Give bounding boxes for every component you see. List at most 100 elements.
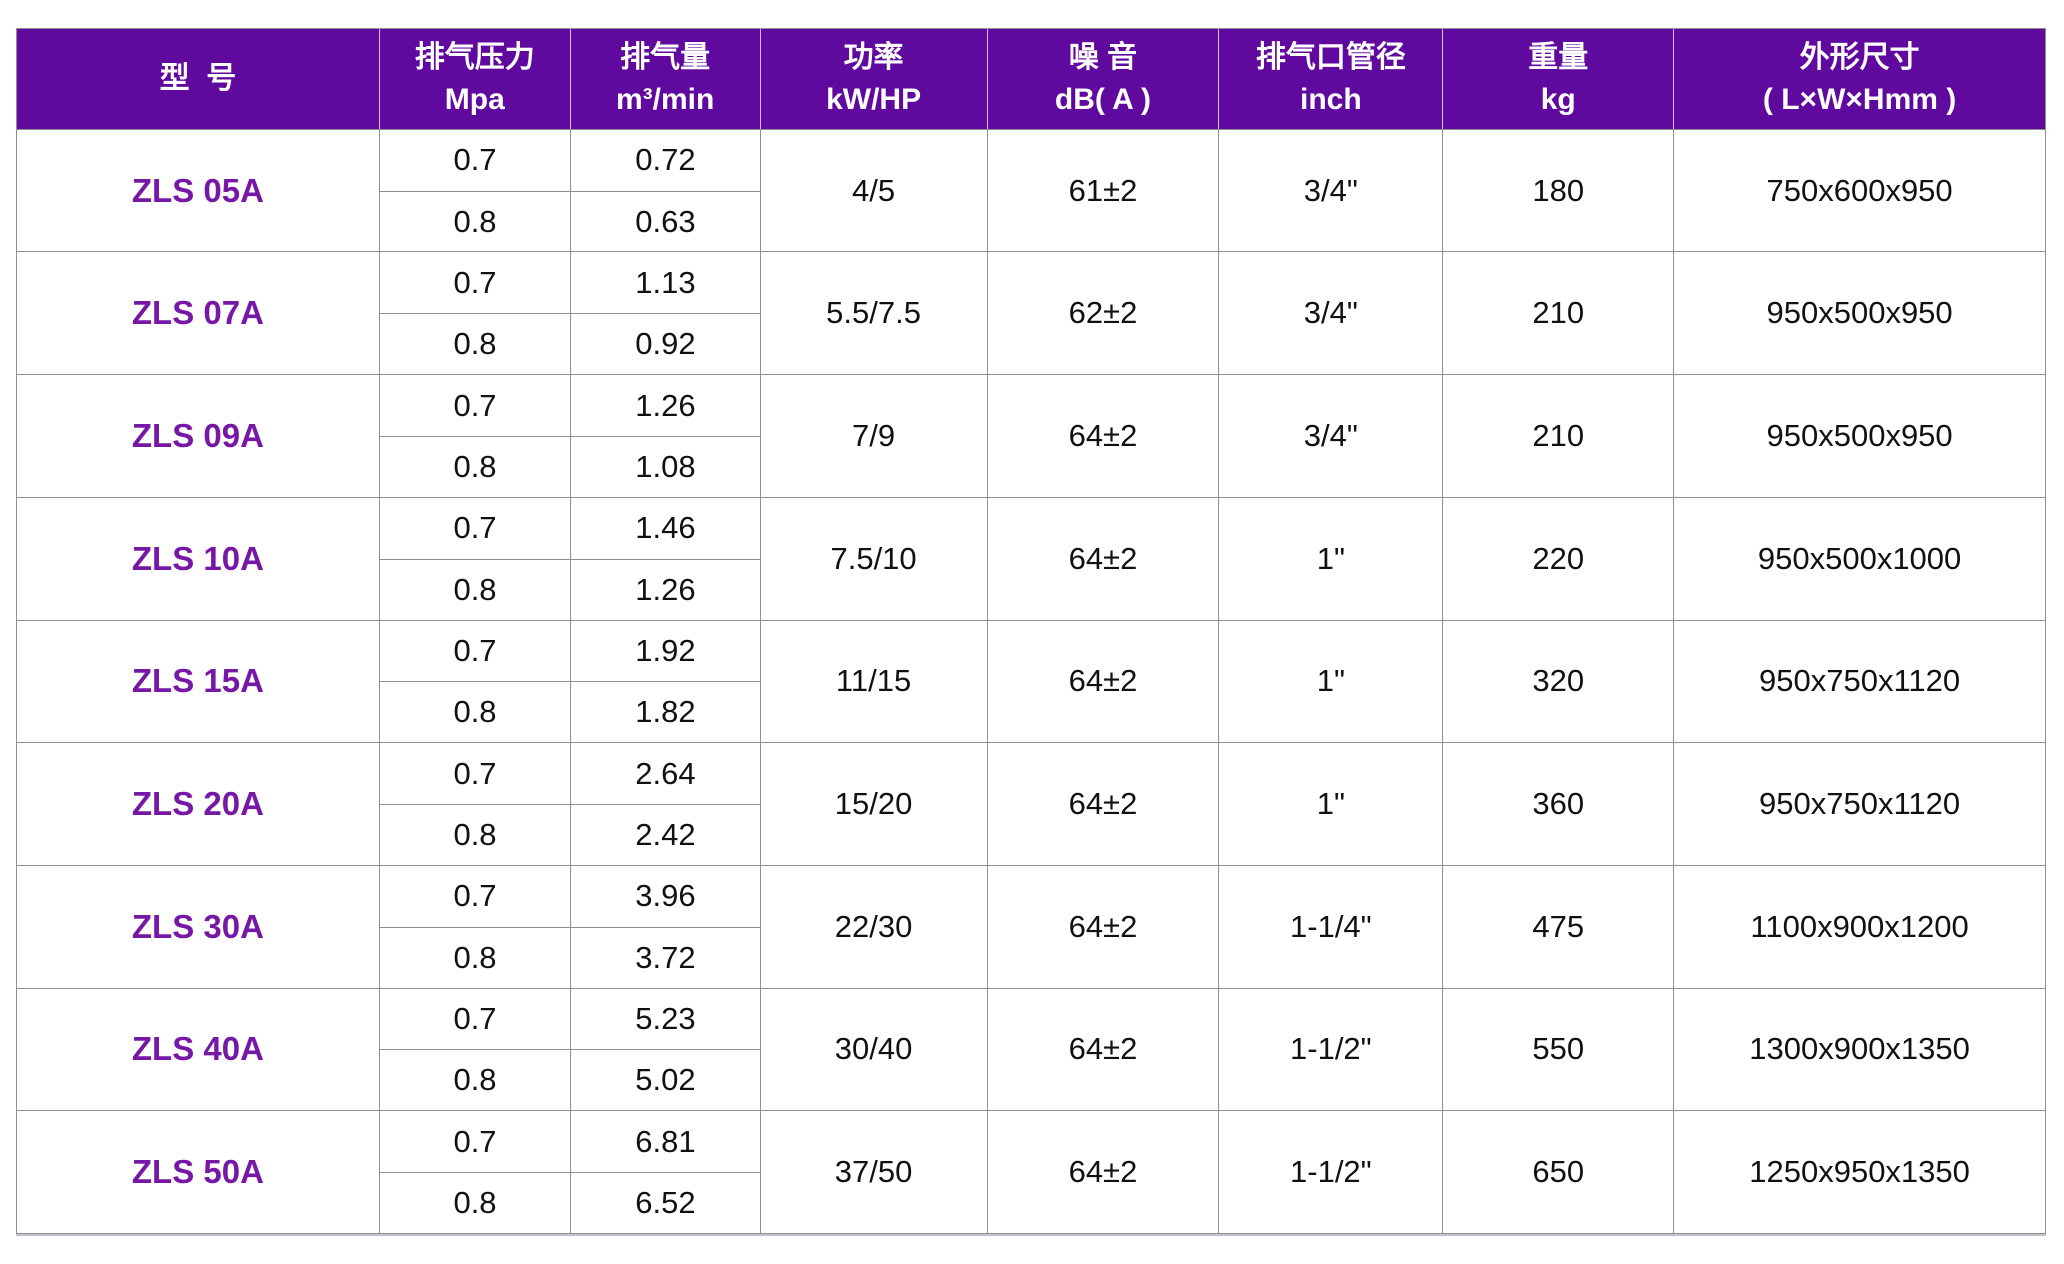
pressure-volume-subgrid: 0.7 0.72 0.8 0.63 bbox=[378, 129, 760, 252]
power-value: 15/20 bbox=[759, 743, 987, 865]
weight-value: 650 bbox=[1442, 1111, 1673, 1233]
model-label: ZLS 20A bbox=[131, 785, 264, 823]
table-header: 型 号 排气压力 Mpa 排气量 m³/min 功率 kW/HP 噪 音 dB( A )… bbox=[17, 29, 2045, 129]
pressure-value: 0.8 bbox=[379, 926, 571, 988]
volume-value: 6.52 bbox=[570, 1172, 760, 1233]
pipe-value: 1" bbox=[1218, 620, 1442, 743]
noise-value: 61±2 bbox=[986, 129, 1219, 252]
volume-value: 6.81 bbox=[570, 1111, 759, 1173]
volume-value: 2.42 bbox=[570, 804, 760, 865]
table-row: ZLS 50A 0.7 6.81 0.8 6.52 37/50 64±2 1-1… bbox=[17, 1110, 2045, 1233]
dims-value: 750x600x950 bbox=[1673, 129, 2045, 252]
pipe-value: 3/4" bbox=[1218, 375, 1442, 497]
header-label: 噪 音 bbox=[1068, 40, 1138, 74]
header-cell-dims: 外形尺寸 ( L×W×Hmm ) bbox=[1673, 29, 2045, 129]
volume-value: 0.72 bbox=[570, 129, 759, 191]
power-value: 7/9 bbox=[759, 375, 987, 497]
header-unit: ( L×W×Hmm ) bbox=[1762, 82, 1957, 116]
volume-value: 5.23 bbox=[570, 988, 759, 1050]
header-label: 外形尺寸 bbox=[1799, 40, 1920, 74]
model-label: ZLS 50A bbox=[131, 1153, 264, 1191]
spec-table: 型 号 排气压力 Mpa 排气量 m³/min 功率 kW/HP 噪 音 dB( A )… bbox=[16, 28, 2046, 1234]
noise-value: 64±2 bbox=[986, 620, 1219, 743]
volume-value: 5.02 bbox=[570, 1049, 760, 1111]
pressure-value: 0.8 bbox=[379, 190, 571, 252]
dims-value: 950x500x950 bbox=[1673, 375, 2045, 497]
pressure-value: 0.7 bbox=[453, 264, 497, 300]
table-row: ZLS 40A 0.7 5.23 0.8 5.02 30/40 64±2 1-1… bbox=[17, 987, 2045, 1111]
dims-value: 1300x900x1350 bbox=[1673, 988, 2045, 1111]
weight-value: 475 bbox=[1442, 865, 1673, 988]
volume-value: 3.72 bbox=[570, 926, 760, 988]
pipe-value: 1" bbox=[1218, 497, 1442, 620]
table-row: ZLS 10A 0.7 1.46 0.8 1.26 7.5/10 64±2 1"… bbox=[17, 496, 2045, 620]
pressure-volume-subgrid: 0.7 1.46 0.8 1.26 bbox=[378, 497, 760, 620]
pressure-value: 0.7 bbox=[453, 510, 497, 546]
power-value: 7.5/10 bbox=[759, 497, 987, 620]
pressure-volume-subgrid: 0.7 6.81 0.8 6.52 bbox=[378, 1111, 760, 1233]
volume-value: 1.82 bbox=[570, 681, 760, 743]
pressure-volume-subgrid: 0.7 2.64 0.8 2.42 bbox=[378, 743, 760, 865]
model-label: ZLS 10A bbox=[131, 539, 264, 577]
pressure-value: 0.8 bbox=[379, 804, 571, 865]
pressure-value: 0.8 bbox=[379, 681, 571, 742]
header-unit: Mpa bbox=[444, 82, 505, 116]
pressure-value: 0.8 bbox=[379, 313, 571, 374]
pipe-value: 1-1/2" bbox=[1218, 988, 1442, 1111]
power-value: 37/50 bbox=[759, 1111, 987, 1233]
pressure-value: 0.7 bbox=[453, 632, 497, 668]
header-cell-noise: 噪 音 dB( A ) bbox=[986, 29, 1219, 129]
power-value: 5.5/7.5 bbox=[759, 252, 987, 375]
pressure-volume-subgrid: 0.7 3.96 0.8 3.72 bbox=[378, 865, 760, 988]
pressure-value: 0.8 bbox=[379, 435, 571, 497]
pressure-volume-subgrid: 0.7 5.23 0.8 5.02 bbox=[378, 988, 760, 1111]
pressure-volume-subgrid: 0.7 1.92 0.8 1.82 bbox=[378, 620, 760, 743]
volume-value: 1.13 bbox=[570, 252, 759, 314]
volume-value: 1.26 bbox=[570, 558, 760, 620]
noise-value: 64±2 bbox=[986, 743, 1219, 865]
pressure-volume-subgrid: 0.7 1.13 0.8 0.92 bbox=[378, 252, 760, 375]
pressure-value: 0.8 bbox=[379, 558, 571, 620]
header-cell-power: 功率 kW/HP bbox=[759, 29, 987, 129]
header-cell-weight: 重量 kg bbox=[1442, 29, 1673, 129]
dims-value: 1100x900x1200 bbox=[1673, 865, 2045, 988]
volume-value: 1.26 bbox=[570, 375, 759, 436]
header-label: 型 号 bbox=[159, 61, 237, 95]
noise-value: 64±2 bbox=[986, 497, 1219, 620]
model-label: ZLS 40A bbox=[131, 1030, 264, 1068]
pipe-value: 1-1/4" bbox=[1218, 865, 1442, 988]
pressure-value: 0.7 bbox=[453, 755, 497, 791]
model-label: ZLS 15A bbox=[131, 662, 264, 700]
volume-value: 0.63 bbox=[570, 190, 760, 252]
noise-value: 64±2 bbox=[986, 1111, 1219, 1233]
weight-value: 360 bbox=[1442, 743, 1673, 865]
weight-value: 210 bbox=[1442, 252, 1673, 375]
pressure-value: 0.7 bbox=[453, 142, 497, 178]
pressure-value: 0.7 bbox=[453, 878, 497, 914]
weight-value: 550 bbox=[1442, 988, 1673, 1111]
weight-value: 180 bbox=[1442, 129, 1673, 252]
power-value: 30/40 bbox=[759, 988, 987, 1111]
power-value: 22/30 bbox=[759, 865, 987, 988]
table-row: ZLS 05A 0.7 0.72 0.8 0.63 4/5 61±2 3/4" … bbox=[17, 128, 2045, 252]
header-cell-volume: 排气量 m³/min bbox=[569, 29, 760, 129]
dims-value: 950x500x1000 bbox=[1673, 497, 2045, 620]
power-value: 4/5 bbox=[759, 129, 987, 252]
volume-value: 1.46 bbox=[570, 497, 759, 559]
header-cell-model: 型 号 bbox=[17, 29, 379, 129]
noise-value: 64±2 bbox=[986, 988, 1219, 1111]
header-label: 重量 bbox=[1528, 40, 1589, 74]
header-unit: kg bbox=[1540, 82, 1576, 116]
table-row: ZLS 20A 0.7 2.64 0.8 2.42 15/20 64±2 1" … bbox=[17, 742, 2045, 865]
model-label: ZLS 09A bbox=[131, 416, 264, 454]
pressure-value: 0.7 bbox=[453, 1123, 497, 1159]
table-row: ZLS 15A 0.7 1.92 0.8 1.82 11/15 64±2 1" … bbox=[17, 619, 2045, 743]
pipe-value: 3/4" bbox=[1218, 252, 1442, 375]
pressure-volume-subgrid: 0.7 1.26 0.8 1.08 bbox=[378, 375, 760, 497]
header-unit: m³/min bbox=[616, 82, 715, 116]
header-label: 功率 bbox=[843, 40, 904, 74]
table-row: ZLS 07A 0.7 1.13 0.8 0.92 5.5/7.5 62±2 3… bbox=[17, 251, 2045, 375]
dims-value: 950x750x1120 bbox=[1673, 743, 2045, 865]
pressure-value: 0.7 bbox=[453, 387, 497, 423]
weight-value: 220 bbox=[1442, 497, 1673, 620]
